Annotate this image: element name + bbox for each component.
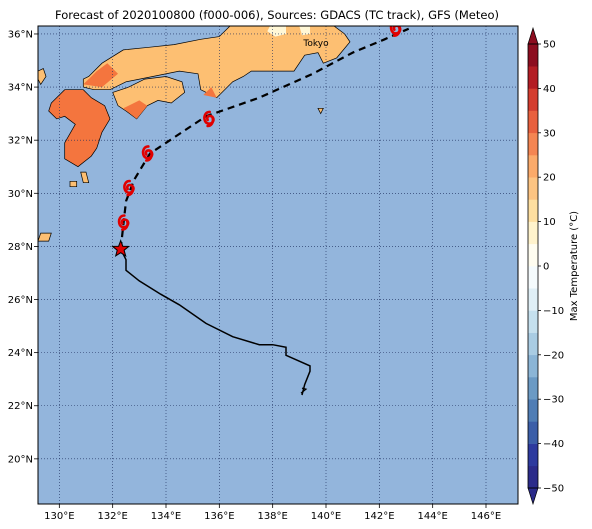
figure-title: Forecast of 2020100800 (f000-006), Sourc…	[55, 8, 499, 22]
colorbar-tick-label: 20	[543, 173, 556, 184]
y-tick-label: 22°N	[8, 401, 33, 412]
hot-patch-kii	[203, 87, 217, 98]
x-tick-label: 138°E	[257, 511, 287, 522]
x-tick-label: 144°E	[417, 511, 447, 522]
y-tick-label: 24°N	[8, 348, 33, 359]
colorbar-tick-label: −30	[543, 395, 564, 406]
x-tick-label: 140°E	[311, 511, 341, 522]
colorbar-segment	[528, 399, 538, 422]
hot-patch-shikoku	[123, 100, 148, 119]
y-tick-label: 28°N	[8, 242, 33, 253]
goto-islands	[25, 116, 36, 124]
hot-patch-chugoku	[83, 63, 118, 88]
colorbar-segment	[528, 132, 538, 156]
x-tick-label: 130°E	[44, 511, 74, 522]
colorbar-segment	[528, 66, 538, 89]
x-tick-label: 132°E	[97, 511, 127, 522]
colorbar-segment	[528, 288, 538, 311]
y-tick-label: 36°N	[8, 29, 33, 40]
colorbar-segment	[528, 243, 538, 267]
colorbar-segment	[528, 332, 538, 356]
colorbar-segment	[528, 177, 538, 200]
city-label-tokyo: Tokyo	[302, 39, 329, 49]
y-tick-label: 32°N	[8, 136, 33, 147]
colorbar-tick-label: 30	[543, 128, 556, 139]
yakushima-island	[69, 180, 78, 188]
tanegashima-island	[80, 171, 90, 184]
colorbar: 50 40 30 20 10 0 −10 −20 −30 −40 −50 Max Temperatur…	[527, 26, 580, 506]
amami-island	[38, 232, 52, 242]
colorbar-segment	[528, 354, 538, 378]
colorbar-segment	[528, 199, 538, 222]
colorbar-tick-label: 10	[543, 217, 556, 228]
y-tick-label: 30°N	[8, 189, 33, 200]
izu-island	[317, 107, 324, 115]
land-layer	[25, 26, 351, 242]
colorbar-tick-label: 40	[543, 84, 556, 95]
colorbar-segment	[528, 421, 538, 444]
graticule	[38, 26, 518, 504]
tc-symbol-layer	[111, 26, 402, 258]
colorbar-tick-label: 50	[543, 40, 556, 51]
x-tick-label: 142°E	[364, 511, 394, 522]
colorbar-min-extension	[527, 487, 539, 506]
colorbar-tick-label: 0	[543, 262, 549, 273]
colorbar-segment	[528, 221, 538, 245]
colorbar-segment	[528, 155, 538, 178]
cool-patch-kanto	[299, 26, 310, 36]
tsushima-island	[38, 68, 47, 86]
x-tick-label: 134°E	[151, 511, 181, 522]
honshu-landmass	[82, 26, 351, 99]
observed-track-line	[120, 248, 311, 396]
city-layer: Tokyo	[302, 39, 329, 49]
colorbar-max-extension	[527, 26, 539, 45]
map-frame	[37, 25, 519, 505]
colorbar-segment	[528, 44, 538, 67]
kyushu-landmass	[48, 89, 111, 168]
axis-ticks: 130°E 132°E 134°E 136°E 138°E 140°E 142°E 144°E…	[8, 29, 501, 522]
forecast-track-line	[119, 27, 410, 250]
colorbar-segment	[528, 266, 538, 289]
y-tick-label: 34°N	[8, 83, 33, 94]
track-start-marker	[300, 387, 308, 394]
colorbar-segment	[528, 310, 538, 333]
x-tick-label: 136°E	[204, 511, 234, 522]
colorbar-tick-label: −50	[543, 484, 564, 495]
colorbar-segment	[528, 443, 538, 467]
colorbar-segment	[528, 110, 538, 134]
colorbar-tick-label: −20	[543, 350, 564, 361]
colorbar-segment	[528, 377, 538, 400]
colorbar-tick-label: −10	[543, 306, 564, 317]
x-tick-label: 146°E	[471, 511, 501, 522]
ocean-background	[38, 26, 518, 504]
current-position-star-icon	[111, 239, 131, 258]
y-tick-label: 20°N	[8, 454, 33, 465]
colorbar-label: Max Temperature (°C)	[569, 211, 580, 321]
colorbar-segment	[528, 465, 538, 489]
colorbar-tick-label: −40	[543, 439, 564, 450]
tc-track-layer	[119, 27, 410, 396]
map-panel[interactable]: Tokyo	[25, 22, 518, 504]
y-tick-label: 26°N	[8, 295, 33, 306]
colorbar-segment	[528, 88, 538, 111]
